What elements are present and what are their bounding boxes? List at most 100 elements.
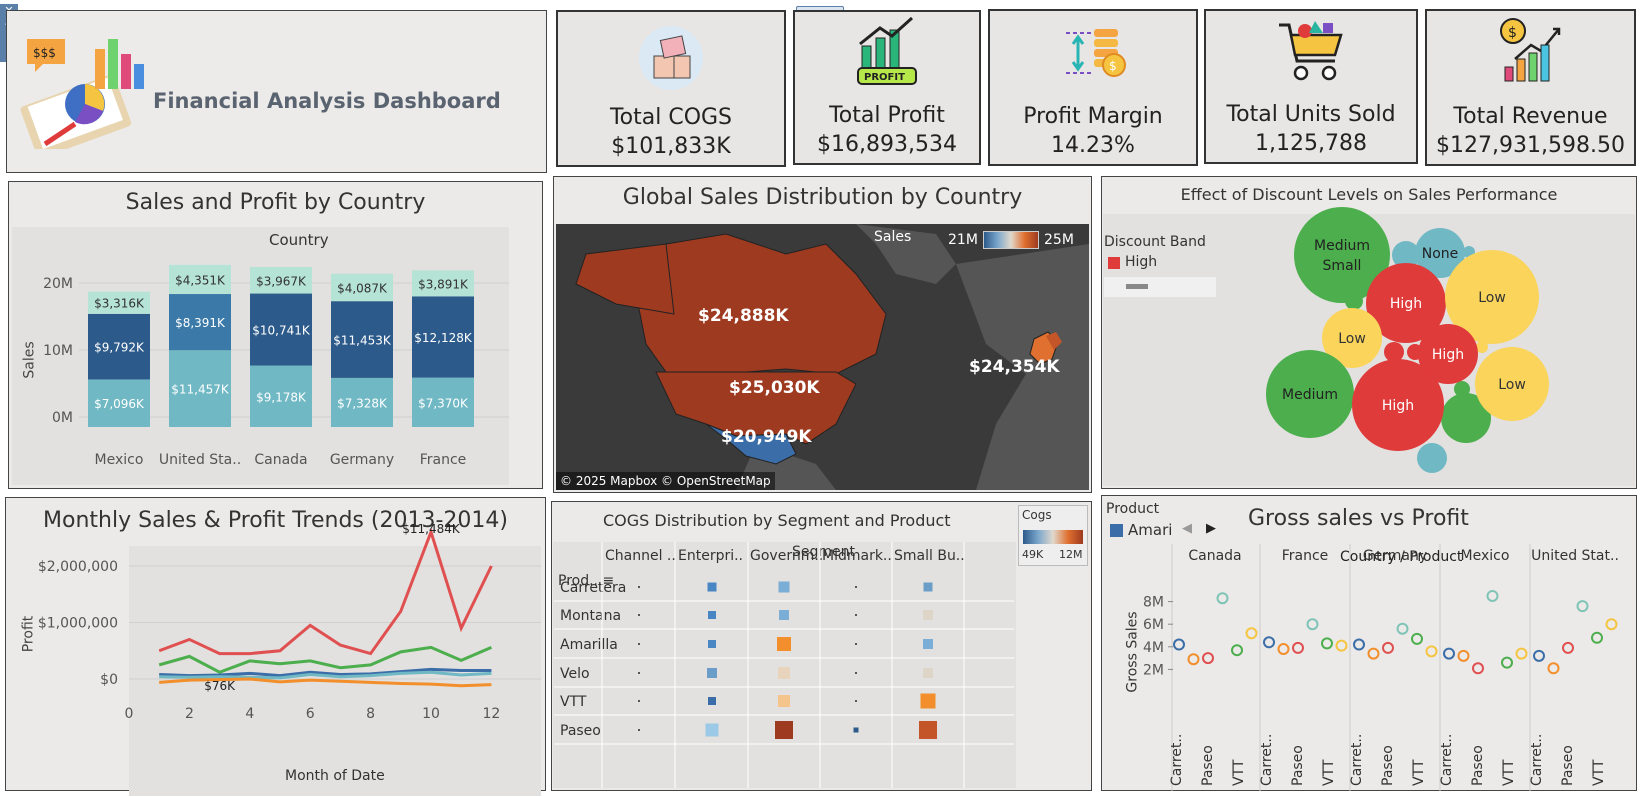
legend-prev-icon[interactable]: ◀ (1182, 521, 1192, 536)
legend-next-icon[interactable]: ▶ (1206, 521, 1216, 536)
bubble-label: Low (1498, 377, 1526, 393)
mexico-shape (705, 423, 797, 465)
heatmap-cell (638, 614, 640, 616)
cart-icon (1279, 21, 1343, 81)
coins-icon: $ (1066, 29, 1126, 77)
segment-header: Segment (792, 544, 855, 560)
product-label: Paseo (1560, 745, 1576, 786)
heatmap-cell (923, 610, 933, 620)
scatter-point (1576, 600, 1589, 613)
y-tick-label: $1,000,000 (38, 616, 118, 632)
x-tick-label: 10 (422, 706, 440, 722)
country-header: Mexico (1461, 548, 1510, 564)
kpi-profit-margin: $ Profit Margin 14.23% (988, 9, 1198, 166)
monthly-trends-panel: Monthly Sales & Profit Trends (2013-2014… (5, 497, 546, 796)
heatmap-cell (919, 721, 937, 739)
bubble (1322, 308, 1382, 368)
map-label-usa: $25,030K (729, 378, 820, 398)
map-attribution[interactable]: © 2025 Mapbox © OpenStreetMap (556, 472, 775, 490)
kpi-label: Profit Margin (1023, 104, 1163, 129)
x-tick-label: Canada (254, 452, 307, 468)
scatter-point (1486, 589, 1499, 602)
data-label: $3,891K (418, 277, 469, 291)
column-header: Country (269, 231, 329, 249)
bar-segment-middle (88, 313, 150, 380)
svg-text:$$$: $$$ (33, 46, 56, 60)
kpi-value: $127,931,598.50 (1436, 133, 1625, 158)
alaska-shape (575, 243, 675, 315)
series-line (159, 667, 492, 678)
map-shapes (556, 224, 1089, 490)
heatmap-cell (707, 668, 717, 678)
heatmap-cell (777, 637, 791, 651)
usa-shape (655, 371, 857, 445)
scatter-point (1321, 637, 1333, 650)
y-tick-label: 10M (43, 343, 73, 359)
row-header: Carretera (560, 580, 626, 596)
kpi-label: Total COGS (609, 105, 733, 130)
heatmap-cell (638, 643, 640, 645)
kpi-total-cogs: Total COGS $101,833K (556, 10, 786, 167)
germany-shape (1046, 332, 1062, 350)
scatter-point (1231, 644, 1243, 657)
scatter-point (1353, 638, 1365, 651)
kpi-value: $16,893,534 (817, 132, 957, 157)
product-label: Paseo (1380, 745, 1396, 786)
series-line (158, 527, 493, 656)
legend-item-high[interactable]: High (1125, 254, 1158, 270)
x-tick-label: 2 (185, 706, 194, 722)
data-label: $11,457K (171, 383, 230, 397)
bubble (1294, 207, 1390, 303)
product-header-label: Prod.. (558, 573, 598, 589)
kpi-total-profit: PROFIT Total Profit $16,893,534 (793, 10, 981, 165)
kpi-value: 14.23% (1051, 133, 1135, 158)
scatter-point (1382, 641, 1394, 654)
bar-segment-top (169, 264, 231, 295)
map-label-europe: $24,354K (969, 357, 1060, 377)
bubble (1384, 342, 1404, 362)
x-tick-label: 8 (366, 706, 375, 722)
scatter-point (1501, 656, 1513, 669)
product-label: Paseo (1290, 745, 1306, 786)
legend-scroll[interactable] (1104, 277, 1216, 297)
heatmap-cell (855, 586, 857, 588)
column-header: Small Bu.. (894, 548, 965, 564)
product-label: VTT (1321, 759, 1337, 786)
data-label: $3,316K (94, 297, 145, 311)
heatmap-cell (638, 700, 640, 702)
x-tick-label: Germany (330, 452, 394, 468)
sort-icon[interactable]: ≡ (602, 573, 615, 589)
dashboard-logo-icon: $$$ (20, 39, 144, 149)
bar-segment-bottom (169, 350, 231, 427)
product-header[interactable]: Prod.. ≡ (558, 573, 614, 589)
bubble (1476, 341, 1488, 353)
sales-profit-by-country-panel: Sales and Profit by Country Country Sale… (8, 181, 543, 489)
country-header: Germany (1363, 548, 1427, 564)
product-label: Carret.. (1439, 734, 1455, 786)
bubble-label: Low (1478, 290, 1506, 306)
legend-item[interactable]: Amari (1128, 521, 1173, 539)
scatter-point (1457, 649, 1470, 662)
page-title: Financial Analysis Dashboard (153, 89, 501, 113)
map-label-canada: $24,888K (698, 306, 789, 326)
x-tick-label: France (420, 452, 467, 468)
heatmap-cell (923, 639, 933, 649)
scatter-point (1562, 641, 1574, 654)
panel-title: Monthly Sales & Profit Trends (2013-2014… (43, 508, 508, 533)
scatter-point (1472, 662, 1484, 675)
map-canvas[interactable]: $24,888K $25,030K $20,949K $24,354K Sale… (556, 224, 1089, 490)
bubble-label: High (1432, 347, 1464, 363)
legend-swatch (1110, 524, 1123, 537)
legend-swatch-high (1108, 257, 1120, 269)
scatter-point (1425, 645, 1438, 658)
scatter-point (1547, 662, 1560, 675)
x-tick-label: United Sta.. (159, 452, 241, 468)
x-tick-label: 12 (482, 706, 500, 722)
legend-gradient (1023, 530, 1083, 544)
min-label: $76K (204, 679, 236, 693)
heatmap-cell (855, 643, 857, 645)
box-icon (639, 26, 703, 90)
map-legend-max: 25M (1044, 232, 1074, 248)
heatmap-cell (778, 695, 790, 707)
kpi-label: Total Profit (829, 103, 945, 128)
